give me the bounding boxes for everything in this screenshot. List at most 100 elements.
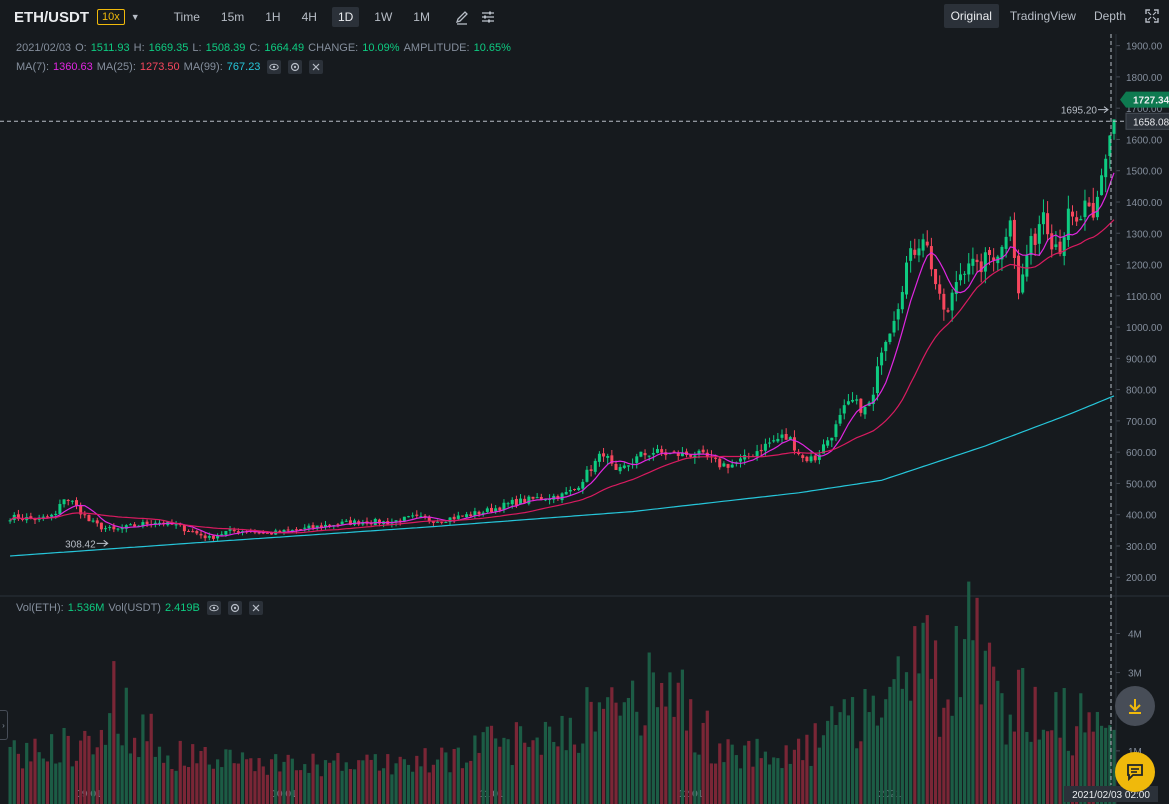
candle	[942, 288, 946, 321]
volume-bar	[963, 639, 967, 804]
volume-bar	[328, 762, 332, 804]
candle	[909, 240, 913, 273]
candle	[602, 447, 606, 462]
candle	[1054, 231, 1058, 250]
volume-bar	[900, 688, 904, 804]
volume-bar	[514, 722, 518, 804]
eye-icon[interactable]	[267, 60, 282, 74]
volume-bar	[979, 704, 983, 804]
last-price-label: 1727.34	[1133, 96, 1169, 107]
candle	[834, 420, 838, 442]
candle	[1075, 210, 1079, 226]
candle	[1112, 119, 1116, 140]
volume-bar	[618, 715, 622, 804]
timeframe-4h[interactable]: 4H	[301, 10, 317, 24]
candle	[531, 496, 535, 501]
volume-bar	[62, 727, 66, 804]
ohlc-legend: 2021/02/03 O: 1511.93 H: 1669.35 L: 1508…	[16, 42, 515, 54]
candle	[8, 518, 12, 524]
leverage-badge[interactable]: 10x	[97, 9, 125, 25]
tab-tradingview[interactable]: TradingView	[1009, 9, 1076, 23]
volume-bar	[303, 764, 307, 804]
volume-bar	[74, 760, 79, 804]
pencil-icon[interactable]	[453, 8, 471, 26]
volume-bar	[738, 768, 743, 804]
candle	[415, 510, 419, 519]
volume-bar	[577, 752, 581, 804]
settings-sliders-icon[interactable]	[479, 8, 497, 26]
candle	[452, 513, 456, 524]
settings-icon[interactable]	[227, 601, 242, 615]
volume-bar	[249, 758, 253, 804]
volume-bar	[714, 763, 718, 804]
candle	[913, 238, 917, 259]
tab-depth[interactable]: Depth	[1093, 9, 1126, 23]
volume-bar	[199, 750, 203, 804]
volume-bar	[33, 738, 37, 804]
volume-bar	[651, 672, 655, 804]
volume-bar	[307, 772, 311, 804]
candle	[133, 522, 137, 527]
timeframe-1w[interactable]: 1W	[374, 10, 393, 24]
timeframe-15m[interactable]: 15m	[220, 10, 245, 24]
tab-original[interactable]: Original	[943, 4, 999, 28]
volume-bar	[269, 759, 274, 804]
candle	[734, 461, 738, 467]
candle	[776, 432, 780, 443]
candle	[846, 394, 850, 406]
close-icon[interactable]	[248, 601, 263, 615]
eye-icon[interactable]	[206, 601, 221, 615]
crosshair-price-tag: 1658.08	[1125, 112, 1169, 130]
volume-bar	[568, 717, 572, 804]
candle	[469, 511, 473, 518]
volume-bar	[1099, 725, 1104, 804]
fullscreen-icon[interactable]	[1139, 5, 1165, 27]
chevron-down-icon[interactable]: ▼	[130, 12, 140, 22]
volume-bar	[697, 754, 701, 804]
volume-bar	[228, 749, 232, 804]
volume-bar	[1079, 693, 1083, 804]
ma99-label: MA(99):	[183, 61, 223, 73]
volume-bar	[755, 738, 759, 804]
candle	[660, 445, 664, 457]
candle	[975, 254, 979, 273]
trading-pair-title[interactable]: ETH/USDT	[14, 8, 89, 26]
candle	[651, 447, 655, 461]
timeframe-1m[interactable]: 1M	[413, 10, 430, 24]
volume-bar	[1012, 731, 1016, 804]
volume-bar	[344, 762, 348, 804]
volume-bar	[162, 762, 166, 804]
candle	[639, 451, 643, 458]
candle	[16, 509, 20, 521]
volume-bar	[929, 678, 933, 804]
volume-bar	[564, 750, 568, 804]
candle	[664, 448, 668, 460]
timeframe-1d[interactable]: 1D	[331, 7, 360, 27]
candle	[718, 457, 722, 470]
expand-panel-handle[interactable]: ›	[0, 710, 8, 740]
close-icon[interactable]	[309, 60, 324, 74]
timeframe-1h[interactable]: 1H	[265, 10, 281, 24]
volume-bar	[601, 708, 606, 804]
candle	[440, 521, 444, 525]
chat-button[interactable]	[1115, 752, 1155, 792]
candle	[1041, 199, 1045, 235]
volume-bar	[992, 666, 996, 804]
timeframe-time[interactable]: Time	[173, 10, 200, 24]
volume-bar	[444, 752, 448, 804]
volume-bar	[938, 736, 942, 804]
volume-bar	[37, 752, 41, 804]
candle	[768, 437, 772, 448]
view-tabs: Original TradingView Depth	[940, 4, 1169, 28]
ohlc-date: 2021/02/03	[16, 42, 72, 54]
candle	[58, 499, 62, 515]
settings-icon[interactable]	[288, 60, 303, 74]
candle	[91, 518, 95, 523]
volume-bar	[336, 753, 340, 804]
price-tick-label: 500.00	[1126, 479, 1157, 490]
candle	[1025, 244, 1029, 282]
candle	[199, 530, 203, 539]
scroll-to-latest-button[interactable]	[1115, 686, 1155, 726]
candle	[772, 435, 776, 443]
